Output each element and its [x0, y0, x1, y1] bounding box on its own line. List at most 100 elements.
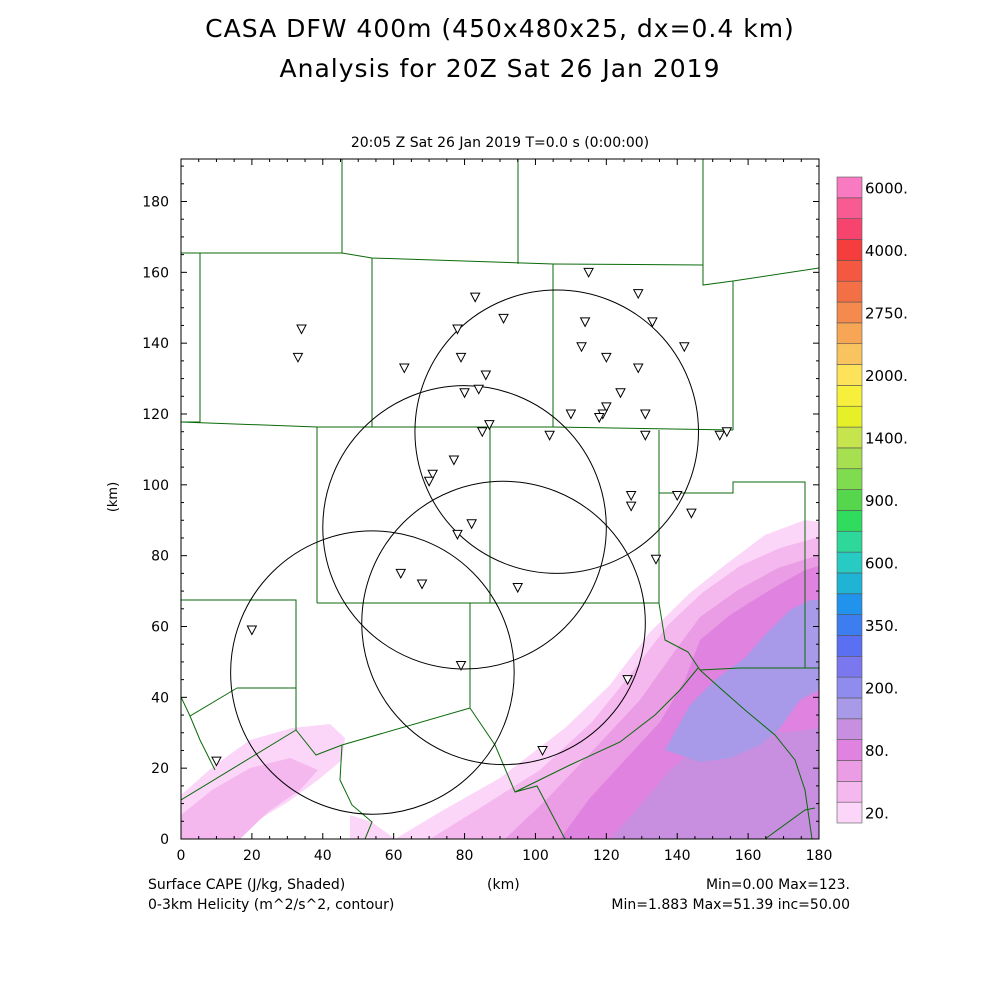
colorbar-swatch	[836, 301, 863, 324]
station-marker	[416, 579, 428, 590]
x-tick-label: 140	[664, 848, 691, 864]
station-marker	[714, 430, 726, 441]
station-marker	[647, 317, 658, 328]
map-area	[181, 159, 819, 839]
colorbar-label: 4000.	[865, 242, 908, 260]
x-tick-label: 60	[385, 848, 403, 864]
station-marker	[423, 476, 435, 487]
station-marker	[398, 363, 410, 374]
colorbar-swatch	[836, 530, 863, 553]
y-tick-label: 20	[151, 761, 169, 777]
y-axis-label: (km)	[106, 482, 121, 512]
colorbar-swatch	[836, 781, 863, 803]
chart-subtitle: Analysis for 20Z Sat 26 Jan 2019	[279, 54, 721, 83]
y-axis: 0 20 40 60 80 100 120 140 160 180	[142, 165, 819, 848]
footer-cape-range: Min=0.00 Max=123.	[705, 877, 850, 893]
station-marker	[448, 455, 460, 466]
colorbar-swatch	[836, 364, 863, 386]
colorbar-swatch	[836, 718, 863, 740]
colorbar-swatch	[836, 405, 863, 428]
station-marker	[246, 625, 258, 636]
colorbar-label: 600.	[865, 555, 898, 573]
station-marker	[427, 469, 438, 480]
colorbar-swatch	[836, 489, 863, 511]
x-tick-label: 120	[593, 848, 620, 864]
colorbar-swatch	[836, 280, 863, 303]
colorbar-swatch	[836, 510, 863, 532]
colorbar-label: 1400.	[865, 429, 908, 447]
station-marker	[721, 427, 733, 438]
station-marker	[459, 388, 470, 399]
station-marker	[632, 363, 644, 374]
cape-band-80-west	[181, 758, 318, 839]
station-marker	[625, 490, 637, 502]
colorbar-swatch	[836, 593, 863, 615]
colorbar-swatch	[836, 447, 863, 470]
station-marker	[601, 352, 612, 363]
station-marker	[622, 675, 633, 686]
x-tick-label: 0	[177, 848, 186, 864]
y-tick-label: 120	[142, 407, 169, 423]
station-marker	[565, 409, 577, 420]
x-axis-label: (km)	[487, 877, 520, 893]
y-tick-label: 80	[151, 549, 169, 565]
colorbar-swatch	[836, 739, 863, 761]
station-marker	[455, 660, 467, 672]
colorbar-swatch	[836, 572, 863, 595]
station-marker	[639, 430, 651, 441]
helicity-contours	[230, 289, 699, 815]
y-tick-label: 60	[151, 620, 169, 636]
y-tick-label: 0	[160, 832, 169, 848]
station-marker	[473, 384, 485, 395]
colorbar-swatch	[836, 801, 863, 824]
station-marker	[625, 501, 637, 512]
x-axis: 0 20 40 60 80 100 120 140 160 180	[177, 159, 832, 864]
y-tick-label: 100	[142, 478, 169, 494]
colorbar-label: 2000.	[865, 367, 908, 385]
valid-time-label: 20:05 Z Sat 26 Jan 2019 T=0.0 s (0:00:00…	[350, 135, 650, 151]
station-marker	[632, 289, 644, 300]
colorbar-swatch	[836, 635, 863, 657]
colorbar-swatch	[836, 655, 863, 678]
station-marker	[686, 508, 697, 519]
chart-title: CASA DFW 400m (450x480x25, dx=0.4 km)	[205, 14, 795, 43]
station-marker	[544, 430, 555, 441]
footer-shaded-field: Surface CAPE (J/kg, Shaded)	[148, 877, 346, 893]
colorbar-label: 350.	[865, 617, 898, 635]
colorbar-swatch	[836, 426, 863, 449]
station-marker	[469, 292, 481, 303]
y-tick-label: 140	[142, 336, 169, 352]
colorbar-label: 900.	[865, 492, 898, 510]
colorbar-swatch	[836, 197, 863, 219]
station-marker	[537, 745, 548, 757]
x-tick-label: 160	[735, 848, 762, 864]
colorbar-label: 80.	[865, 742, 889, 760]
cape-band-120	[665, 600, 819, 762]
station-marker	[583, 267, 594, 278]
cape-band-20-small	[350, 815, 395, 839]
footer-contour-field: 0-3km Helicity (m^2/s^2, contour)	[148, 897, 395, 913]
footer-helicity-range: Min=1.883 Max=51.39 inc=50.00	[611, 897, 850, 913]
colorbar-swatch	[836, 239, 863, 261]
station-marker	[395, 568, 407, 579]
colorbar-label: 20.	[865, 805, 889, 823]
colorbar-label: 200.	[865, 680, 898, 698]
cape-band-100	[610, 728, 819, 839]
x-tick-label: 100	[522, 848, 549, 864]
helicity-contour-2	[322, 385, 607, 670]
station-marker	[452, 324, 463, 335]
colorbar-swatch	[836, 322, 863, 345]
colorbar-swatch	[836, 551, 863, 574]
station-marker	[484, 420, 495, 431]
station-marker	[671, 490, 683, 502]
helicity-contour-4	[230, 530, 515, 815]
colorbar-swatch	[836, 468, 863, 490]
x-tick-label: 40	[314, 848, 332, 864]
colorbar-swatch	[836, 343, 863, 365]
station-marker	[498, 313, 509, 324]
helicity-contour-3	[361, 480, 646, 766]
station-marker	[211, 756, 222, 767]
station-marker	[650, 554, 662, 565]
x-tick-label: 80	[456, 848, 474, 864]
